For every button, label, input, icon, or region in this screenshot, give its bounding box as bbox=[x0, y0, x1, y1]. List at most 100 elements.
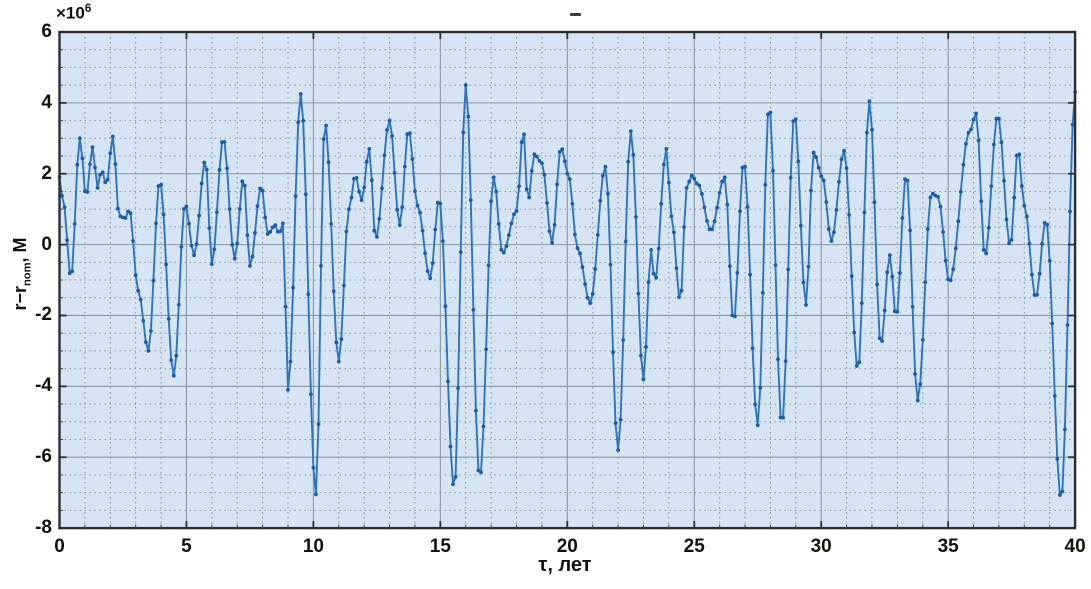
data-point-marker bbox=[870, 127, 874, 132]
data-point-marker bbox=[865, 130, 869, 135]
data-point-marker bbox=[969, 127, 973, 132]
data-point-marker bbox=[113, 162, 118, 167]
data-point-marker bbox=[418, 210, 422, 215]
data-point-marker bbox=[491, 175, 496, 180]
data-point-marker bbox=[215, 210, 219, 215]
data-point-marker bbox=[75, 162, 80, 167]
data-point-marker bbox=[992, 142, 996, 147]
x-tick-label: 35 bbox=[937, 536, 959, 557]
data-point-marker bbox=[1055, 456, 1060, 461]
data-point-marker bbox=[948, 278, 953, 283]
data-point-marker bbox=[65, 238, 69, 243]
data-point-marker bbox=[110, 134, 115, 139]
data-point-marker bbox=[961, 162, 966, 167]
data-point-marker bbox=[639, 353, 643, 358]
data-point-marker bbox=[722, 175, 727, 180]
data-point-marker bbox=[923, 280, 928, 284]
data-point-marker bbox=[616, 448, 620, 452]
data-point-marker bbox=[748, 272, 752, 277]
data-point-marker bbox=[920, 338, 925, 342]
data-point-marker bbox=[242, 183, 247, 188]
data-point-marker bbox=[908, 228, 912, 233]
data-point-marker bbox=[253, 231, 257, 235]
data-point-marker bbox=[286, 388, 290, 392]
data-point-marker bbox=[786, 267, 791, 272]
data-point-marker bbox=[204, 167, 209, 172]
scan-artifact-mark bbox=[570, 13, 581, 16]
y-tick-label: -4 bbox=[35, 375, 52, 397]
data-point-marker bbox=[875, 282, 879, 287]
data-point-marker bbox=[997, 116, 1001, 121]
data-point-marker bbox=[783, 359, 788, 363]
multiplier-exponent: 6 bbox=[84, 3, 92, 15]
data-point-marker bbox=[603, 164, 608, 169]
data-point-marker bbox=[159, 182, 164, 187]
data-point-marker bbox=[1063, 427, 1067, 432]
data-point-marker bbox=[898, 271, 902, 275]
y-axis-multiplier: ×106 bbox=[56, 3, 91, 24]
data-point-marker bbox=[753, 402, 758, 407]
data-point-marker bbox=[522, 132, 526, 137]
data-point-marker bbox=[230, 242, 235, 247]
data-point-marker bbox=[179, 244, 184, 249]
data-point-marker bbox=[547, 229, 552, 234]
data-point-marker bbox=[336, 359, 341, 364]
data-point-marker bbox=[146, 349, 151, 353]
data-point-marker bbox=[585, 295, 590, 300]
data-point-marker bbox=[441, 239, 445, 244]
data-point-marker bbox=[852, 330, 857, 335]
y-tick-label: 2 bbox=[41, 162, 52, 184]
data-point-marker bbox=[387, 118, 392, 123]
data-point-marker bbox=[248, 264, 252, 268]
data-point-marker bbox=[552, 222, 557, 227]
data-point-marker bbox=[1065, 323, 1070, 327]
data-point-marker bbox=[484, 347, 488, 352]
data-point-marker bbox=[1025, 214, 1029, 219]
data-point-marker bbox=[489, 199, 493, 204]
data-point-marker bbox=[1030, 272, 1034, 277]
data-point-marker bbox=[209, 262, 214, 266]
data-point-marker bbox=[108, 151, 113, 156]
data-point-marker bbox=[667, 180, 671, 185]
data-point-marker bbox=[433, 227, 438, 232]
x-tick-label: 5 bbox=[181, 536, 192, 557]
data-point-marker bbox=[222, 140, 227, 144]
data-point-marker bbox=[771, 168, 775, 173]
data-point-marker bbox=[446, 379, 450, 384]
data-point-marker bbox=[819, 174, 824, 179]
data-point-marker bbox=[606, 191, 610, 196]
data-point-marker bbox=[953, 246, 958, 251]
y-tick-label: 0 bbox=[41, 233, 52, 255]
data-point-marker bbox=[123, 216, 128, 220]
data-point-marker bbox=[834, 208, 839, 212]
data-point-marker bbox=[689, 173, 694, 178]
data-point-marker bbox=[534, 154, 539, 159]
data-point-marker bbox=[669, 214, 674, 219]
data-point-marker bbox=[557, 150, 562, 154]
data-point-marker bbox=[207, 226, 212, 230]
data-point-marker bbox=[423, 251, 427, 256]
data-point-marker bbox=[717, 190, 722, 195]
data-point-marker bbox=[793, 117, 798, 122]
data-point-marker bbox=[395, 207, 400, 212]
data-point-marker bbox=[1045, 222, 1050, 227]
data-point-marker bbox=[448, 444, 453, 449]
x-tick-label: 30 bbox=[810, 536, 832, 557]
data-point-marker bbox=[458, 250, 463, 255]
data-point-marker bbox=[760, 290, 765, 295]
data-point-marker bbox=[628, 129, 633, 134]
data-point-marker bbox=[314, 492, 318, 497]
data-point-marker bbox=[311, 465, 316, 470]
x-tick-label: 10 bbox=[302, 536, 324, 557]
data-point-marker bbox=[375, 235, 379, 239]
data-point-marker bbox=[623, 239, 628, 244]
data-point-marker bbox=[621, 338, 626, 342]
data-point-marker bbox=[1058, 493, 1062, 497]
data-point-marker bbox=[496, 222, 501, 226]
data-point-marker bbox=[410, 157, 415, 162]
data-point-marker bbox=[425, 269, 430, 274]
data-point-marker bbox=[161, 212, 166, 217]
data-point-marker bbox=[1019, 184, 1024, 188]
data-point-marker bbox=[735, 270, 740, 275]
data-point-marker bbox=[298, 92, 303, 96]
